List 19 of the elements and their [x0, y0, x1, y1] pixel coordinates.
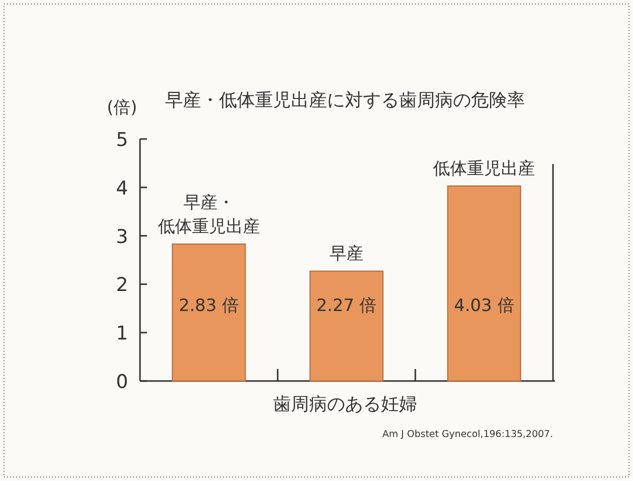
y-tick-label: 4	[116, 177, 128, 200]
chart-title: 早産・低体重児出産に対する歯周病の危険率	[165, 90, 525, 111]
bar	[172, 244, 246, 382]
x-tick-label: 早産・低体重児出産	[158, 193, 260, 238]
x-axis-title: 歯周病のある妊婦	[273, 394, 417, 415]
x-tick-label: 低体重児出産	[433, 158, 536, 179]
y-tick-label: 3	[116, 226, 128, 248]
data-label: 4.03 倍	[454, 296, 514, 316]
bar	[310, 270, 384, 382]
x-tick-label: 早産	[330, 244, 364, 264]
text: Am J Obstet Gynecol,196:135,2007.	[382, 429, 553, 440]
y-tick-label: 0	[116, 371, 128, 393]
data-label: 2.27 倍	[316, 296, 377, 316]
data-label: 2.83 倍	[178, 296, 239, 316]
y-tick-label: 1	[116, 322, 128, 345]
bar	[447, 185, 522, 382]
y-tick-label: 5	[116, 129, 128, 151]
y-axis-title: (倍)	[106, 98, 138, 118]
y-tick-label: 2	[116, 274, 128, 296]
